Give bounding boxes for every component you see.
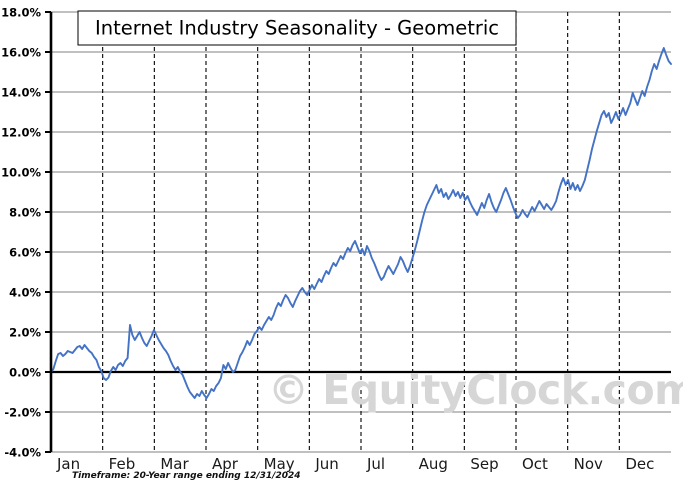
x-tick-label-apr: Apr	[212, 455, 239, 473]
y-tick-label: 6.0%	[9, 246, 41, 260]
x-tick-label-jan: Jan	[56, 455, 80, 473]
x-tick-label-nov: Nov	[574, 455, 603, 473]
x-tick-label-mar: Mar	[160, 455, 189, 473]
x-tick-label-may: May	[264, 455, 295, 473]
x-tick-label-jul: Jul	[366, 455, 385, 473]
y-tick-label: 10.0%	[1, 166, 41, 180]
y-tick-label: 16.0%	[1, 46, 41, 60]
timeframe-note: Timeframe: 20-Year range ending 12/31/20…	[72, 471, 301, 481]
seasonality-series-line	[50, 47, 672, 399]
x-tick-label-sep: Sep	[470, 455, 498, 473]
y-tick-label: 8.0%	[9, 206, 41, 220]
x-tick-label-oct: Oct	[522, 455, 548, 473]
y-tick-label: 14.0%	[1, 86, 41, 100]
x-tick-label-aug: Aug	[419, 455, 448, 473]
y-tick-label: 0.0%	[9, 366, 41, 380]
y-tick-label: 4.0%	[9, 286, 41, 300]
y-tick-label: 18.0%	[1, 6, 41, 20]
y-tick-label: -2.0%	[4, 406, 41, 420]
x-tick-label-dec: Dec	[625, 455, 654, 473]
y-tick-label: 2.0%	[9, 326, 41, 340]
equityclock-watermark: © EquityClock.com	[268, 366, 683, 414]
y-tick-label: 12.0%	[1, 126, 41, 140]
chart-title-box: Internet Industry Seasonality - Geometri…	[77, 10, 517, 46]
page-title: Internet Industry Seasonality - Geometri…	[95, 17, 499, 40]
x-axis-month-labels: Jan Feb Mar Apr May Jun Jul Aug Sep Oct Nov Dec	[56, 455, 654, 473]
y-axis-tick-labels: 18.0% 16.0% 14.0% 12.0% 10.0% 8.0% 6.0% 4.0% 2.0…	[1, 6, 41, 460]
x-tick-label-jun: Jun	[314, 455, 338, 473]
vertical-gridlines	[102, 12, 620, 452]
y-tick-label: -4.0%	[4, 446, 41, 460]
x-tick-label-feb: Feb	[109, 455, 136, 473]
title-box-frame	[77, 10, 517, 46]
